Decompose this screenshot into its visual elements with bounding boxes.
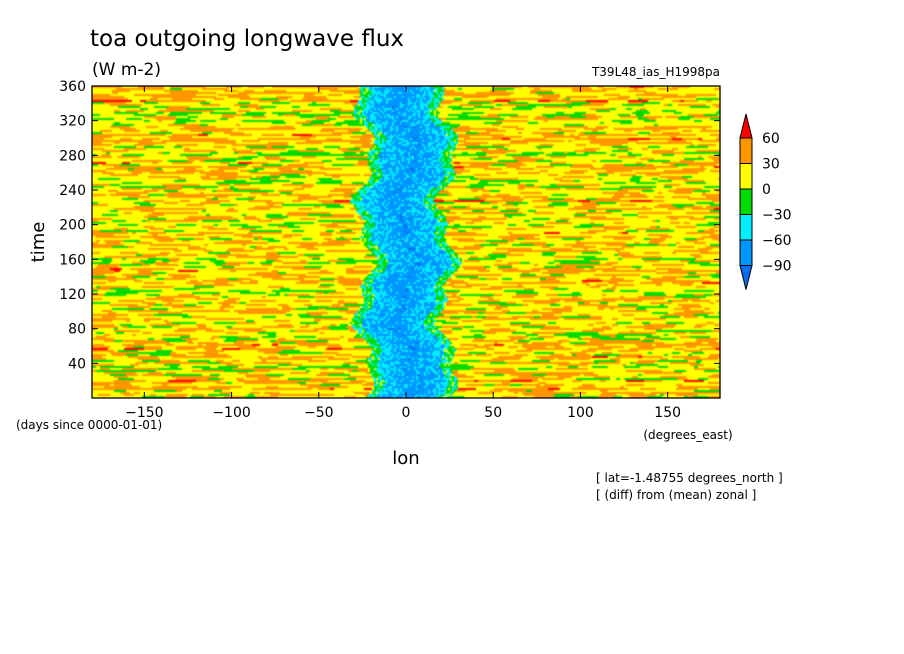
x-axis-units: (degrees_east) (643, 428, 732, 442)
y-axis-label: time (28, 222, 49, 263)
chart-title: toa outgoing longwave flux (90, 26, 404, 52)
colorbar-label: 0 (762, 182, 771, 198)
chart-units: (W m-2) (92, 60, 161, 80)
y-tick-label: 40 (68, 356, 86, 372)
y-tick-label: 160 (59, 252, 86, 268)
colorbar-segment (739, 214, 753, 241)
y-axis-ticks: 40 80 120 160 200 240 280 320 360 (59, 79, 720, 372)
y-tick-label: 240 (59, 183, 86, 199)
colorbar-label: −30 (762, 208, 792, 224)
y-tick-label: 120 (59, 287, 86, 303)
colorbar-extend-max (739, 113, 753, 139)
x-tick-label: 100 (567, 405, 594, 421)
x-axis-label: lon (392, 448, 419, 469)
colorbar-label: 60 (762, 131, 780, 147)
colorbar-segment (739, 163, 753, 190)
colorbar-extend-min (739, 265, 753, 290)
colorbar-segment (739, 239, 753, 266)
x-tick-label: 0 (402, 405, 411, 421)
heatmap-field (92, 86, 720, 398)
x-tick-label: −50 (304, 405, 334, 421)
colorbar-label: −60 (762, 233, 792, 249)
heatmap-raster (92, 86, 720, 398)
y-axis-units: (days since 0000-01-01) (16, 418, 162, 432)
annotation-diff: [ (diff) from (mean) zonal ] (596, 488, 756, 502)
colorbar: −90 −60 −30 0 30 60 (739, 113, 792, 290)
colorbar-segment (739, 188, 753, 215)
x-tick-label: 50 (484, 405, 502, 421)
annotation-latitude: [ lat=-1.48755 degrees_north ] (596, 471, 783, 485)
colorbar-label: −90 (762, 259, 792, 275)
y-tick-label: 80 (68, 322, 86, 338)
y-tick-label: 280 (59, 148, 86, 164)
x-tick-label: 150 (654, 405, 681, 421)
x-axis-ticks: −150 −100 −50 0 50 100 150 (125, 86, 681, 421)
colorbar-label: 30 (762, 157, 780, 173)
run-label: T39L48_ias_H1998pa (591, 65, 720, 79)
colorbar-segment (739, 137, 753, 164)
y-tick-label: 320 (59, 114, 86, 130)
y-tick-label: 360 (59, 79, 86, 95)
x-tick-label: −150 (125, 405, 163, 421)
x-tick-label: −100 (212, 405, 250, 421)
y-tick-label: 200 (59, 218, 86, 234)
